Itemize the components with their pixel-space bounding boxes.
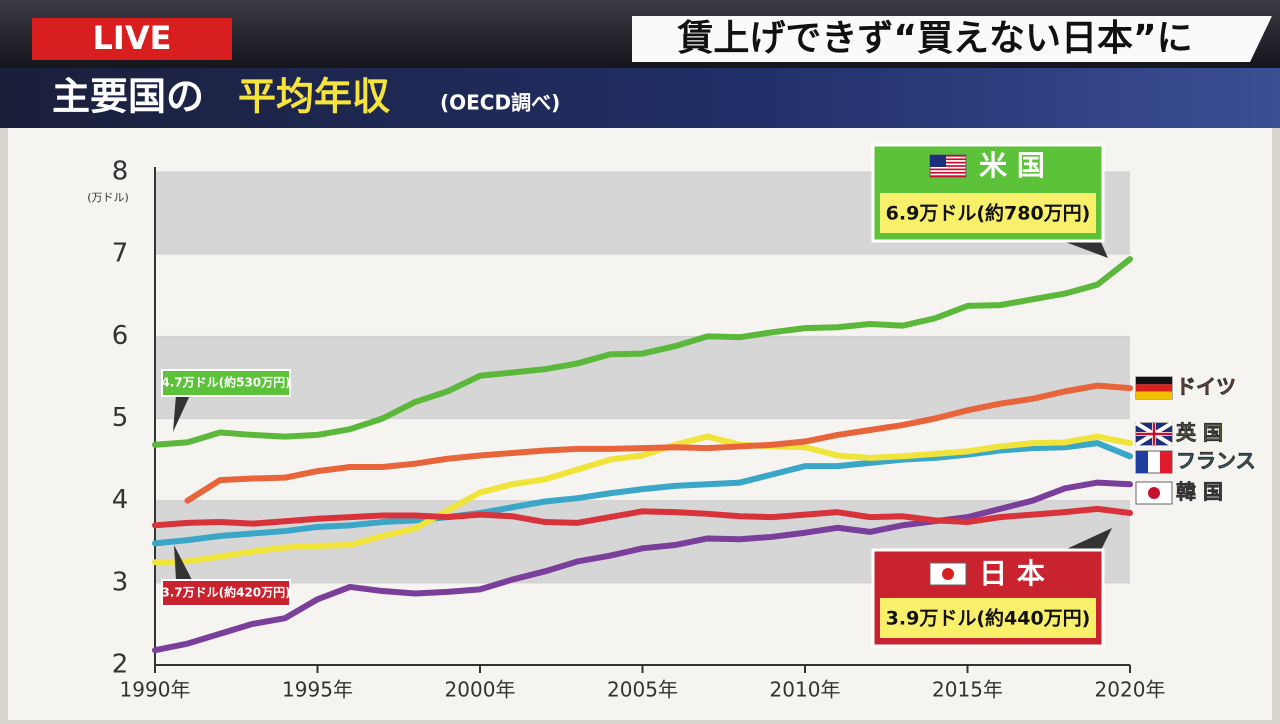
series-line: [152, 505, 1133, 529]
flag-disc: [1148, 487, 1160, 499]
live-badge: [32, 18, 232, 60]
headline-box: [632, 16, 1272, 62]
series-line: [184, 382, 1133, 504]
callout-name: 米 国: [979, 149, 1045, 182]
x-tick-label: 1995年: [282, 678, 353, 702]
callout-pointer: [174, 545, 192, 580]
annotation: 3.7万ドル(約420万円): [161, 585, 290, 600]
callout-pointer: [173, 395, 190, 432]
live-text: LIVE: [93, 19, 172, 57]
y-tick-label: 6: [112, 321, 129, 351]
grid-band: [155, 336, 1130, 419]
legend-label: フランス: [1176, 449, 1256, 473]
legend-label: 英 国: [1176, 421, 1223, 445]
flag-stripe: [930, 155, 966, 157]
chart-subtitle: (OECD調べ): [440, 91, 560, 115]
x-tick-label: 2010年: [770, 678, 841, 702]
flag-cross: [1136, 423, 1172, 445]
series-line: [152, 256, 1133, 448]
flag-stripe: [930, 158, 966, 161]
flag-stripe: [1160, 451, 1172, 473]
callout-pointer: [1060, 240, 1108, 258]
flag-icon: [1134, 421, 1174, 447]
y-axis-label: (万ドル): [87, 191, 129, 204]
x-tick-label: 2015年: [932, 678, 1003, 702]
flag-stripe: [1136, 384, 1172, 392]
flag-stripe: [1136, 391, 1172, 399]
flag-disc: [942, 568, 954, 580]
legend-label: ドイツ: [1176, 375, 1236, 399]
y-tick-label: 2: [112, 650, 129, 680]
y-tick-label: 7: [112, 239, 129, 269]
callout-pointer: [1060, 528, 1112, 552]
flag-stripe: [1136, 451, 1148, 473]
flag-icon: [1135, 450, 1173, 474]
headline: 賃上げできず“買えない日本”に: [676, 18, 1192, 59]
y-tick-label: 4: [112, 485, 129, 515]
series-line: [152, 479, 1133, 654]
callout-box: [161, 369, 291, 397]
y-tick-label: 3: [112, 567, 129, 597]
flag-canton: [930, 155, 946, 167]
flag-icon: [929, 562, 967, 586]
chart-title-highlight: 平均年収: [238, 75, 390, 119]
x-tick-label: 2000年: [445, 678, 516, 702]
callout-name: 日 本: [979, 557, 1045, 590]
flag-icon: [1135, 481, 1173, 505]
annotation: 6.9万ドル(約780万円): [886, 202, 1091, 225]
flag-stripe: [1136, 377, 1172, 385]
callout-value-box: [880, 598, 1096, 638]
flag-icon: [929, 154, 967, 178]
title-bar: [0, 68, 1280, 128]
callout-box: [161, 579, 291, 607]
x-tick-label: 2005年: [607, 678, 678, 702]
series-line: [152, 440, 1133, 547]
x-tick-label: 2020年: [1095, 678, 1166, 702]
callout-value-box: [880, 193, 1096, 233]
legend-label: 韓 国: [1176, 480, 1223, 504]
annotation: 4.7万ドル(約530万円): [161, 375, 290, 390]
flag-stripe: [930, 168, 966, 171]
flag-stripe: [930, 161, 966, 164]
chart-title: 主要国の: [52, 75, 204, 119]
annotation: 3.9万ドル(約440万円): [886, 607, 1091, 630]
flag-icon: [1135, 376, 1173, 400]
flag-stripe: [930, 165, 966, 167]
flag-stripe: [930, 175, 966, 177]
y-tick-label: 8: [112, 157, 129, 187]
flag-stripe: [930, 171, 966, 174]
x-tick-label: 1990年: [120, 678, 191, 702]
y-tick-label: 5: [112, 403, 129, 433]
series-line: [152, 433, 1133, 566]
